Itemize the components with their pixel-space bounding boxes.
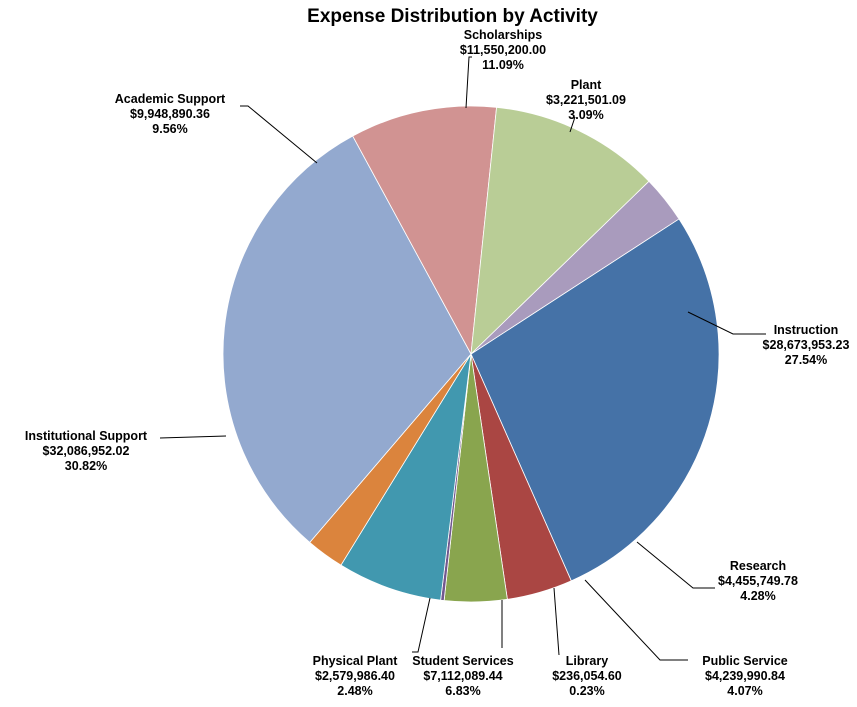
percent-label-research: 4.28% [740, 589, 775, 603]
pie-slice-plant [470, 180, 680, 355]
leader-line-instruction [687, 311, 766, 335]
category-label-student-services: Student Services [412, 654, 513, 668]
category-label-plant: Plant [571, 78, 602, 92]
pie-slice-academic-support [352, 105, 498, 356]
category-label-institutional-support: Institutional Support [25, 429, 148, 443]
pie-slice-institutional-support [222, 135, 472, 543]
pie-slice-scholarships [470, 106, 650, 356]
amount-label-research: $4,455,749.78 [718, 574, 798, 588]
percent-label-academic-support: 9.56% [152, 122, 187, 136]
category-label-research: Research [730, 559, 786, 573]
percent-label-public-service: 4.07% [727, 684, 762, 698]
category-label-public-service: Public Service [702, 654, 788, 668]
category-label-academic-support: Academic Support [115, 92, 226, 106]
pie-slice-instruction [470, 218, 720, 582]
data-label-research: Research $4,455,749.78 4.28% [718, 559, 798, 603]
category-label-instruction: Instruction [774, 323, 839, 337]
data-label-student-services: Student Services $7,112,089.44 6.83% [412, 654, 513, 698]
percent-label-scholarships: 11.09% [482, 58, 524, 72]
percent-label-institutional-support: 30.82% [65, 459, 107, 473]
data-label-physical-plant: Physical Plant $2,579,986.40 2.48% [313, 654, 399, 698]
percent-label-plant: 3.09% [568, 108, 603, 122]
data-label-institutional-support: Institutional Support $32,086,952.02 30.82… [25, 429, 148, 473]
leader-line-public-service [584, 579, 688, 661]
percent-label-instruction: 27.54% [785, 353, 827, 367]
data-label-instruction: Instruction $28,673,953.23 27.54% [763, 323, 850, 367]
amount-label-physical-plant: $2,579,986.40 [315, 669, 395, 683]
category-label-library: Library [566, 654, 608, 668]
amount-label-academic-support: $9,948,890.36 [130, 107, 210, 121]
amount-label-institutional-support: $32,086,952.02 [43, 444, 130, 458]
data-label-plant: Plant $3,221,501.09 3.09% [546, 78, 626, 122]
data-label-public-service: Public Service $4,239,990.84 4.07% [702, 654, 788, 698]
leader-line-library [553, 587, 560, 656]
percent-label-library: 0.23% [569, 684, 604, 698]
amount-label-instruction: $28,673,953.23 [763, 338, 850, 352]
percent-label-physical-plant: 2.48% [337, 684, 372, 698]
amount-label-library: $236,054.60 [552, 669, 622, 683]
leader-line-institutional-support [159, 435, 227, 439]
amount-label-scholarships: $11,550,200.00 [460, 43, 546, 57]
amount-label-plant: $3,221,501.09 [546, 93, 626, 107]
leader-line-academic-support [240, 105, 318, 164]
amount-label-public-service: $4,239,990.84 [705, 669, 785, 683]
leader-line-scholarships [465, 56, 472, 109]
leader-line-plant [569, 116, 576, 133]
percent-label-student-services: 6.83% [445, 684, 480, 698]
pie-slice-student-services [340, 353, 472, 601]
data-label-academic-support: Academic Support $9,948,890.36 9.56% [115, 92, 226, 136]
chart-title: Expense Distribution by Activity [307, 6, 598, 27]
leader-line-research [636, 541, 715, 589]
leader-line-physical-plant [412, 597, 431, 653]
data-label-scholarships: Scholarships $11,550,200.00 11.09% [460, 28, 546, 72]
category-label-scholarships: Scholarships [464, 28, 543, 42]
amount-label-student-services: $7,112,089.44 [423, 669, 502, 683]
category-label-physical-plant: Physical Plant [313, 654, 399, 668]
data-label-library: Library $236,054.60 0.23% [552, 654, 622, 698]
